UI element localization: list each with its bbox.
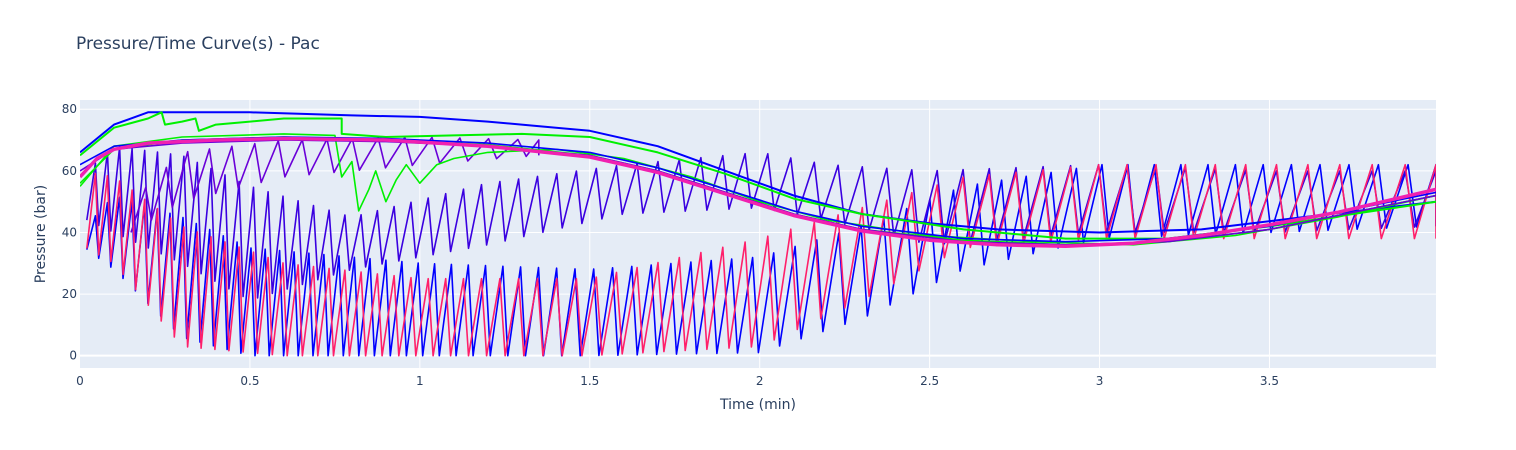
x-tick-label: 3.5 [1260, 374, 1279, 388]
y-tick-label: 0 [69, 349, 77, 363]
x-tick-label: 0.5 [240, 374, 259, 388]
tick-layer: 0 0.5 1 1.5 2 2.5 3 3.5 0 20 40 60 80 [62, 102, 1279, 388]
series-line [80, 111, 1436, 234]
series-line [80, 136, 1436, 249]
series-layer [80, 111, 1436, 357]
x-axis-title: Time (min) [719, 397, 797, 413]
series-line [80, 111, 1436, 240]
oscillating-series-line [86, 163, 1436, 357]
y-tick-label: 60 [62, 164, 77, 178]
y-tick-label: 40 [62, 225, 77, 239]
y-tick-label: 20 [62, 287, 77, 301]
x-tick-label: 0 [76, 374, 84, 388]
chart-title: Pressure/Time Curve(s) - Pac [76, 34, 320, 54]
oscillating-series-line [86, 146, 1436, 299]
y-axis-title: Pressure (bar) [33, 184, 49, 284]
grid-layer [80, 100, 1436, 368]
x-tick-label: 1 [416, 374, 424, 388]
x-tick-label: 3 [1096, 374, 1104, 388]
x-tick-label: 2.5 [920, 374, 939, 388]
x-tick-label: 2 [756, 374, 764, 388]
x-tick-label: 1.5 [580, 374, 599, 388]
y-tick-label: 80 [62, 102, 77, 116]
